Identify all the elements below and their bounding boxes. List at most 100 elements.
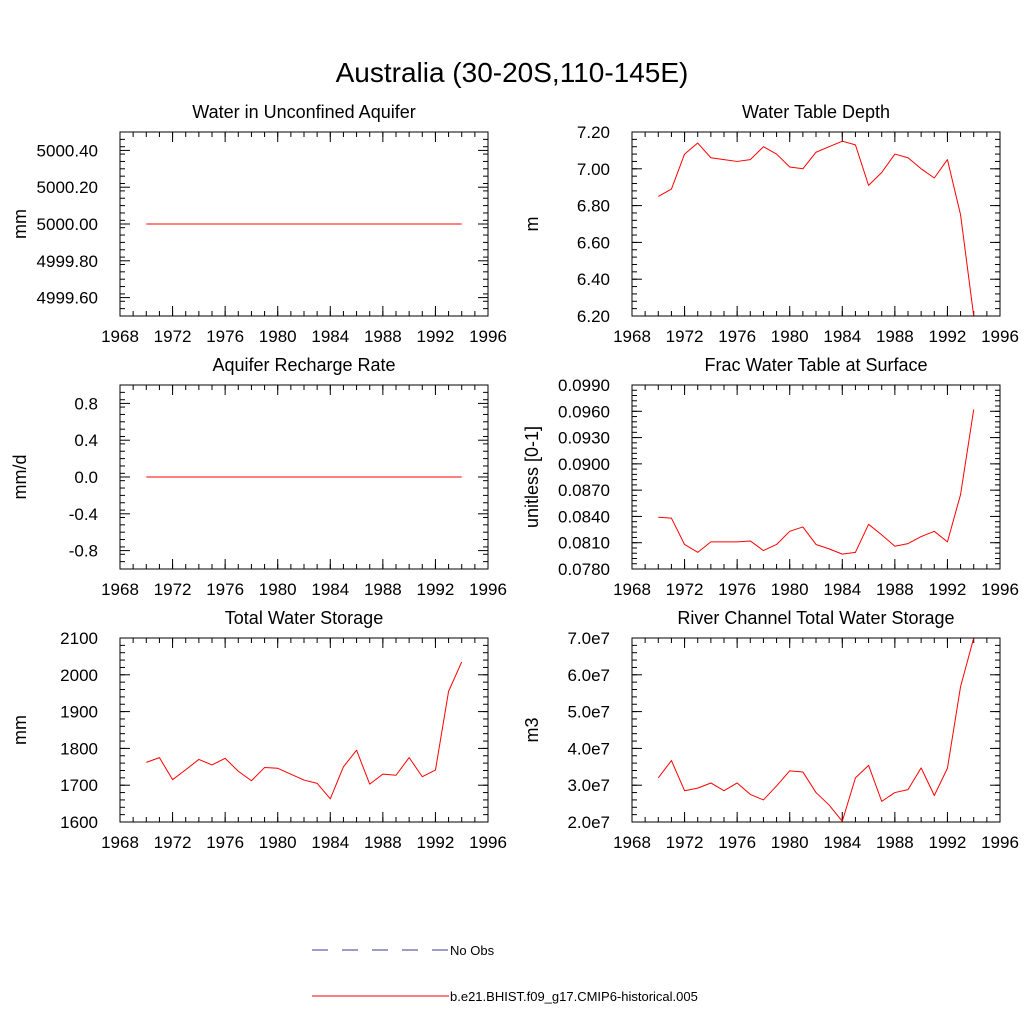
y-tick-label: 0.0960 xyxy=(558,402,610,421)
series-line xyxy=(146,661,463,800)
y-tick-label: 0.0900 xyxy=(558,455,610,474)
x-tick-label: 1980 xyxy=(259,327,297,346)
y-tick-label: 4999.80 xyxy=(37,252,98,271)
x-tick-label: 1968 xyxy=(101,833,139,852)
y-tick-label: 5000.40 xyxy=(37,141,98,160)
x-tick-label: 1968 xyxy=(613,833,651,852)
chart-panel: Water in Unconfined Aquifer mm 1968 1972 197… xyxy=(10,102,507,346)
y-tick-label: 1700 xyxy=(60,776,98,795)
x-tick-label: 1992 xyxy=(417,327,455,346)
y-tick-label: 4999.60 xyxy=(37,289,98,308)
x-tick-label: 1988 xyxy=(364,833,402,852)
x-tick-label: 1976 xyxy=(718,327,756,346)
x-tick-label: 1992 xyxy=(929,833,967,852)
series-line xyxy=(657,637,975,822)
x-tick-label: 1972 xyxy=(666,833,704,852)
y-axis-label: mm/d xyxy=(10,455,30,500)
x-tick-label: 1976 xyxy=(718,833,756,852)
panels: Water in Unconfined Aquifer mm 1968 1972 197… xyxy=(10,102,1019,852)
y-tick-label: 1900 xyxy=(60,703,98,722)
x-tick-label: 1984 xyxy=(823,327,861,346)
y-tick-label: 0.8 xyxy=(74,394,98,413)
x-tick-label: 1976 xyxy=(206,327,244,346)
chart-panel: Frac Water Table at Surface unitless [0-1… xyxy=(522,355,1019,599)
x-tick-label: 1968 xyxy=(101,580,139,599)
y-tick-label: 0.0930 xyxy=(558,429,610,448)
y-tick-label: 4.0e7 xyxy=(567,739,610,758)
x-tick-label: 1996 xyxy=(981,833,1019,852)
plot-frame xyxy=(119,384,489,570)
chart-panel: Aquifer Recharge Rate mm/d 1968 1972 1976 198… xyxy=(10,355,507,599)
y-axis-label: unitless [0-1] xyxy=(522,426,542,528)
plot-frame xyxy=(631,131,1001,317)
x-tick-label: 1980 xyxy=(771,327,809,346)
x-tick-label: 1988 xyxy=(876,580,914,599)
plot-frame xyxy=(631,384,1001,570)
y-tick-label: 6.40 xyxy=(577,270,610,289)
x-tick-label: 1976 xyxy=(206,580,244,599)
x-tick-label: 1988 xyxy=(364,327,402,346)
y-tick-label: 0.0 xyxy=(74,468,98,487)
x-tick-label: 1984 xyxy=(823,833,861,852)
y-tick-label: 6.0e7 xyxy=(567,666,610,685)
y-tick-label: 7.20 xyxy=(577,123,610,142)
legend-model-label: b.e21.BHIST.f09_g17.CMIP6-historical.005 xyxy=(450,989,698,1004)
x-tick-label: 1992 xyxy=(929,580,967,599)
x-tick-label: 1980 xyxy=(771,833,809,852)
x-tick-label: 1988 xyxy=(364,580,402,599)
y-tick-label: 2.0e7 xyxy=(567,813,610,832)
y-tick-label: 3.0e7 xyxy=(567,776,610,795)
x-tick-label: 1992 xyxy=(929,327,967,346)
y-tick-label: 2000 xyxy=(60,666,98,685)
x-tick-label: 1972 xyxy=(154,327,192,346)
y-tick-label: 5000.20 xyxy=(37,178,98,197)
x-tick-label: 1984 xyxy=(311,327,349,346)
y-tick-label: 1800 xyxy=(60,739,98,758)
x-tick-label: 1968 xyxy=(613,580,651,599)
x-tick-label: 1996 xyxy=(469,580,507,599)
x-tick-label: 1976 xyxy=(206,833,244,852)
x-tick-label: 1976 xyxy=(718,580,756,599)
x-tick-label: 1996 xyxy=(469,833,507,852)
panel-title: Aquifer Recharge Rate xyxy=(212,355,395,375)
x-tick-label: 1984 xyxy=(311,580,349,599)
x-tick-label: 1996 xyxy=(981,580,1019,599)
x-tick-label: 1968 xyxy=(101,327,139,346)
x-tick-label: 1972 xyxy=(154,833,192,852)
y-tick-label: 0.0870 xyxy=(558,481,610,500)
x-tick-label: 1972 xyxy=(666,580,704,599)
x-tick-label: 1984 xyxy=(311,833,349,852)
y-tick-label: 0.0990 xyxy=(558,376,610,395)
y-tick-label: 1600 xyxy=(60,813,98,832)
y-tick-label: -0.4 xyxy=(69,505,98,524)
x-tick-label: 1984 xyxy=(823,580,861,599)
y-axis-label: m3 xyxy=(522,717,542,742)
chart-panel: Water Table Depth m 1968 1972 1976 1980 1984 19… xyxy=(522,102,1019,346)
x-tick-label: 1980 xyxy=(259,580,297,599)
x-tick-label: 1992 xyxy=(417,580,455,599)
x-tick-label: 1996 xyxy=(469,327,507,346)
y-tick-label: 0.0780 xyxy=(558,560,610,579)
y-tick-label: 5.0e7 xyxy=(567,703,610,722)
x-tick-label: 1992 xyxy=(417,833,455,852)
y-tick-label: 6.60 xyxy=(577,233,610,252)
y-tick-label: 5000.00 xyxy=(37,215,98,234)
x-tick-label: 1988 xyxy=(876,833,914,852)
y-tick-label: 0.4 xyxy=(74,431,98,450)
y-axis-label: mm xyxy=(10,209,30,239)
chart-panel: Total Water Storage mm 1968 1972 1976 1980 198… xyxy=(10,608,507,852)
panel-title: River Channel Total Water Storage xyxy=(677,608,954,628)
series-line xyxy=(658,140,975,317)
y-tick-label: 0.0810 xyxy=(558,534,610,553)
x-tick-label: 1972 xyxy=(666,327,704,346)
main-title: Australia (30-20S,110-145E) xyxy=(336,57,689,88)
x-tick-label: 1968 xyxy=(613,327,651,346)
y-tick-label: 2100 xyxy=(60,629,98,648)
plot-frame xyxy=(119,131,489,317)
y-tick-label: 6.20 xyxy=(577,307,610,326)
y-tick-label: 7.00 xyxy=(577,160,610,179)
panel-title: Total Water Storage xyxy=(225,608,383,628)
plot-frame xyxy=(119,637,489,823)
y-tick-label: 0.0840 xyxy=(558,507,610,526)
